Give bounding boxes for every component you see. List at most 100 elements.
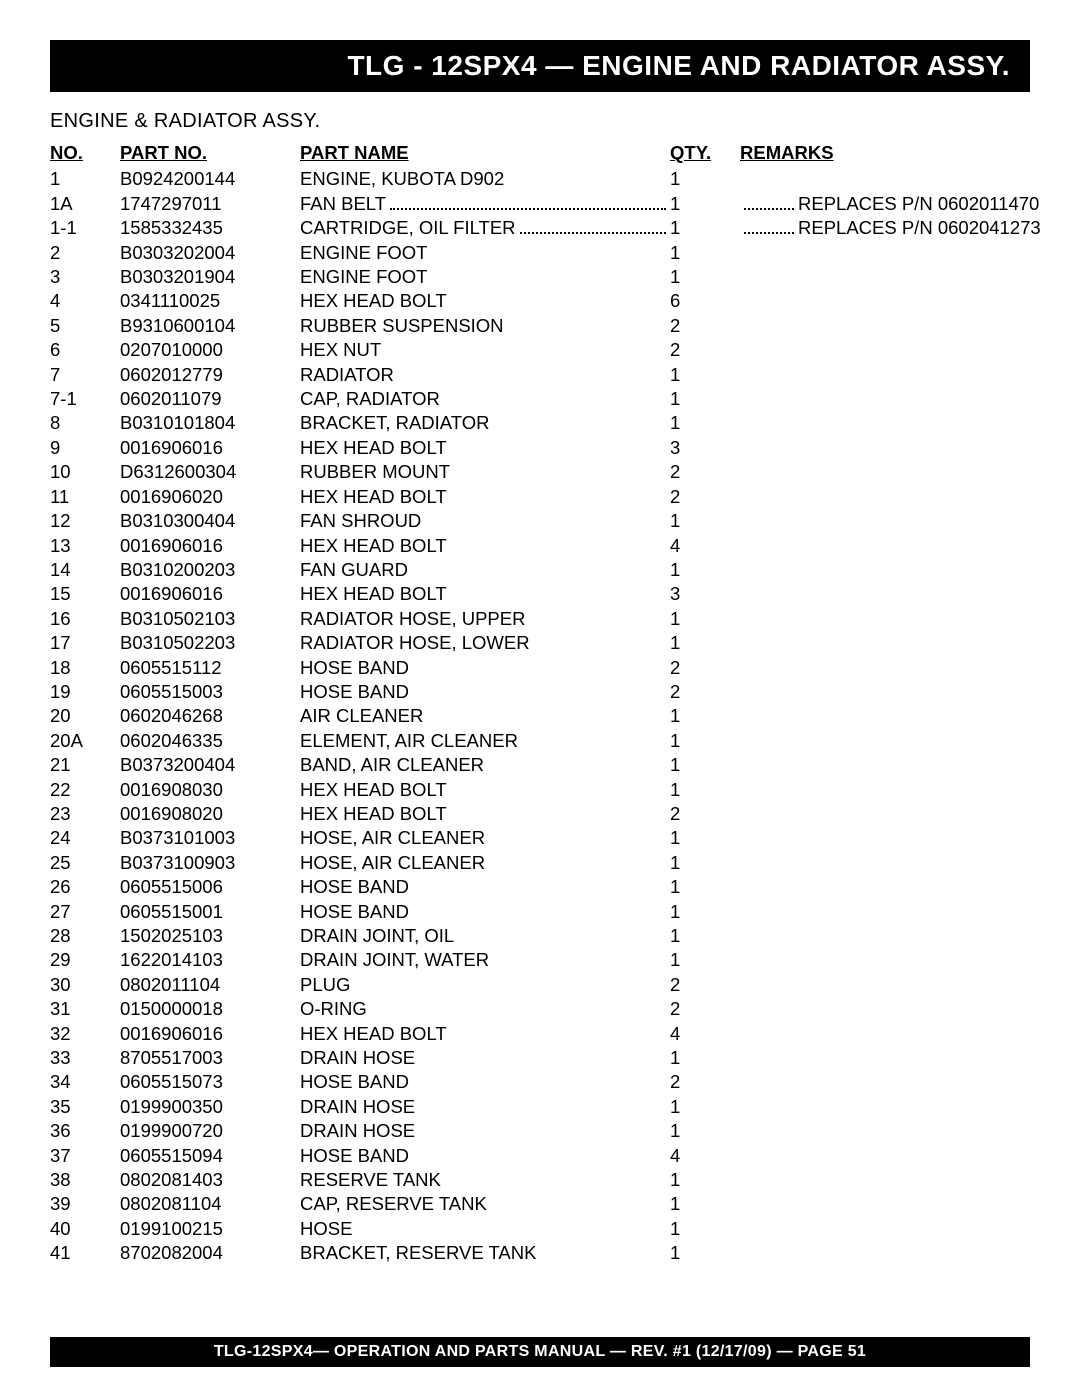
cell-qty: 1 (670, 1046, 740, 1070)
leader-dots (744, 197, 794, 210)
cell-part-name: HEX HEAD BOLT (300, 485, 670, 509)
cell-part-name: FAN GUARD (300, 558, 670, 582)
cell-part-name: ENGINE FOOT (300, 241, 670, 265)
cell-no: 1 (50, 167, 120, 191)
cell-no: 20A (50, 729, 120, 753)
table-row: 130016906016HEX HEAD BOLT4 (50, 534, 1030, 558)
page-footer: TLG-12SPX4— OPERATION AND PARTS MANUAL —… (214, 1343, 866, 1360)
cell-no: 15 (50, 582, 120, 606)
table-row: 230016908020HEX HEAD BOLT2 (50, 802, 1030, 826)
cell-no: 18 (50, 656, 120, 680)
cell-no: 29 (50, 948, 120, 972)
cell-part-no: B0924200144 (120, 167, 300, 191)
cell-no: 8 (50, 411, 120, 435)
cell-no: 21 (50, 753, 120, 777)
table-row: 350199900350DRAIN HOSE1 (50, 1095, 1030, 1119)
cell-part-name: RUBBER MOUNT (300, 460, 670, 484)
table-row: 338705517003DRAIN HOSE1 (50, 1046, 1030, 1070)
cell-part-name: BAND, AIR CLEANER (300, 753, 670, 777)
cell-part-no: 8702082004 (120, 1241, 300, 1265)
cell-part-name: HOSE, AIR CLEANER (300, 826, 670, 850)
table-row: 21B0373200404BAND, AIR CLEANER1 (50, 753, 1030, 777)
table-row: 300802011104PLUG2 (50, 973, 1030, 997)
cell-part-no: B0373200404 (120, 753, 300, 777)
cell-qty: 2 (670, 802, 740, 826)
cell-qty: 4 (670, 534, 740, 558)
cell-qty: 3 (670, 436, 740, 460)
cell-qty: 2 (670, 997, 740, 1021)
leader-dots (744, 221, 794, 234)
table-row: 1A1747297011FAN BELT1REPLACES P/N 060201… (50, 192, 1030, 216)
cell-no: 10 (50, 460, 120, 484)
cell-no: 41 (50, 1241, 120, 1265)
cell-part-name: DRAIN JOINT, OIL (300, 924, 670, 948)
cell-part-no: 0016906016 (120, 534, 300, 558)
cell-part-name: HEX HEAD BOLT (300, 534, 670, 558)
table-row: 110016906020HEX HEAD BOLT2 (50, 485, 1030, 509)
cell-part-name: HOSE BAND (300, 656, 670, 680)
table-row: 400199100215HOSE1 (50, 1217, 1030, 1241)
cell-part-no: 0605515006 (120, 875, 300, 899)
cell-part-name: HOSE BAND (300, 875, 670, 899)
cell-qty: 1 (670, 1192, 740, 1216)
cell-part-no: 0602046268 (120, 704, 300, 728)
cell-qty: 1 (670, 704, 740, 728)
cell-no: 39 (50, 1192, 120, 1216)
cell-part-name: HEX HEAD BOLT (300, 582, 670, 606)
cell-part-no: 0341110025 (120, 289, 300, 313)
cell-no: 25 (50, 851, 120, 875)
cell-part-no: B0310300404 (120, 509, 300, 533)
table-row: 291622014103DRAIN JOINT, WATER1 (50, 948, 1030, 972)
cell-qty: 2 (670, 338, 740, 362)
cell-qty: 1 (670, 753, 740, 777)
cell-part-no: 0207010000 (120, 338, 300, 362)
cell-qty: 1 (670, 411, 740, 435)
cell-no: 23 (50, 802, 120, 826)
cell-part-no: 0605515003 (120, 680, 300, 704)
table-row: 190605515003HOSE BAND2 (50, 680, 1030, 704)
cell-part-no: B0310502203 (120, 631, 300, 655)
cell-part-name: ELEMENT, AIR CLEANER (300, 729, 670, 753)
cell-qty: 1 (670, 192, 740, 216)
cell-qty: 1 (670, 265, 740, 289)
cell-no: 32 (50, 1022, 120, 1046)
table-row: 24B0373101003HOSE, AIR CLEANER1 (50, 826, 1030, 850)
cell-no: 4 (50, 289, 120, 313)
section-subtitle: ENGINE & RADIATOR ASSY. (50, 110, 1030, 133)
cell-no: 17 (50, 631, 120, 655)
table-row: 1-11585332435CARTRIDGE, OIL FILTER1REPLA… (50, 216, 1030, 240)
cell-no: 2 (50, 241, 120, 265)
cell-no: 30 (50, 973, 120, 997)
cell-qty: 1 (670, 1119, 740, 1143)
cell-no: 9 (50, 436, 120, 460)
cell-part-no: 0602046335 (120, 729, 300, 753)
cell-no: 37 (50, 1144, 120, 1168)
table-row: 370605515094HOSE BAND4 (50, 1144, 1030, 1168)
cell-part-no: 0802011104 (120, 973, 300, 997)
cell-part-no: 0016906016 (120, 436, 300, 460)
cell-qty: 1 (670, 948, 740, 972)
table-row: 150016906016HEX HEAD BOLT3 (50, 582, 1030, 606)
cell-no: 28 (50, 924, 120, 948)
cell-no: 6 (50, 338, 120, 362)
table-row: 14B0310200203FAN GUARD1 (50, 558, 1030, 582)
cell-part-name: AIR CLEANER (300, 704, 670, 728)
cell-no: 14 (50, 558, 120, 582)
cell-part-no: 0016908030 (120, 778, 300, 802)
cell-part-name: RADIATOR (300, 363, 670, 387)
table-row: 180605515112HOSE BAND2 (50, 656, 1030, 680)
cell-qty: 1 (670, 778, 740, 802)
cell-part-no: 0802081104 (120, 1192, 300, 1216)
table-row: 1B0924200144ENGINE, KUBOTA D9021 (50, 167, 1030, 191)
table-row: 10D6312600304RUBBER MOUNT2 (50, 460, 1030, 484)
cell-part-name: DRAIN HOSE (300, 1046, 670, 1070)
cell-qty: 1 (670, 387, 740, 411)
cell-part-name: RADIATOR HOSE, LOWER (300, 631, 670, 655)
cell-qty: 1 (670, 924, 740, 948)
cell-qty: 2 (670, 680, 740, 704)
leader-dots (520, 221, 666, 234)
cell-qty: 2 (670, 460, 740, 484)
cell-part-no: B0310502103 (120, 607, 300, 631)
cell-part-name: DRAIN HOSE (300, 1095, 670, 1119)
col-header-remarks: REMARKS (740, 141, 1030, 165)
